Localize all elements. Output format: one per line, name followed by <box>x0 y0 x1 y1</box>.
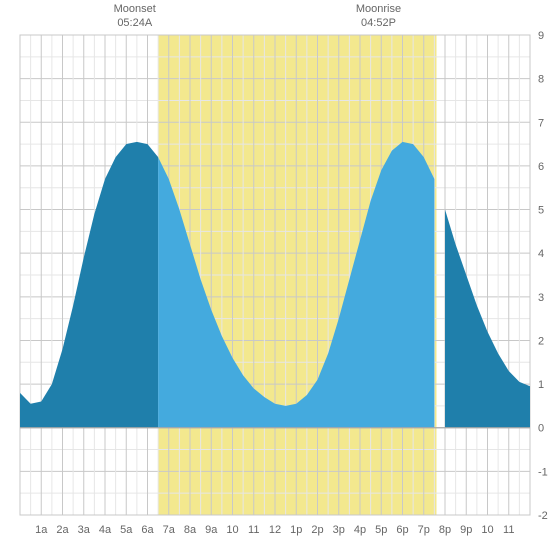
y-tick-label: 8 <box>538 74 544 86</box>
x-tick-label: 7p <box>418 524 430 536</box>
y-tick-label: 2 <box>538 335 544 347</box>
x-tick-label: 3a <box>78 524 91 536</box>
x-tick-label: 2p <box>311 524 323 536</box>
y-tick-label: -1 <box>538 466 548 478</box>
y-tick-label: 0 <box>538 423 544 435</box>
x-tick-label: 10 <box>481 524 493 536</box>
header-time: 05:24A <box>105 16 165 30</box>
x-tick-label: 8a <box>184 524 197 536</box>
x-tick-label: 8p <box>439 524 451 536</box>
chart-svg: -2-101234567891a2a3a4a5a6a7a8a9a1011121p… <box>0 0 550 550</box>
y-tick-label: 7 <box>538 117 544 129</box>
x-tick-label: 3p <box>333 524 345 536</box>
x-tick-label: 1p <box>290 524 302 536</box>
y-tick-label: 4 <box>538 248 544 260</box>
y-tick-label: 1 <box>538 379 544 391</box>
x-tick-label: 6p <box>396 524 408 536</box>
y-tick-label: 5 <box>538 205 544 217</box>
moonrise-label: Moonrise04:52P <box>348 2 408 31</box>
y-tick-label: 6 <box>538 161 544 173</box>
y-tick-label: 3 <box>538 292 544 304</box>
y-tick-label: 9 <box>538 30 544 42</box>
x-tick-label: 12 <box>269 524 281 536</box>
x-tick-label: 11 <box>503 524 514 536</box>
moonset-label: Moonset05:24A <box>105 2 165 31</box>
x-tick-label: 9a <box>205 524 218 536</box>
tide-chart: -2-101234567891a2a3a4a5a6a7a8a9a1011121p… <box>0 0 550 550</box>
header-time: 04:52P <box>348 16 408 30</box>
x-tick-label: 2a <box>56 524 69 536</box>
x-tick-label: 9p <box>460 524 472 536</box>
x-tick-label: 10 <box>226 524 238 536</box>
header-title: Moonset <box>105 2 165 16</box>
x-tick-label: 5a <box>120 524 133 536</box>
x-tick-label: 11 <box>248 524 259 536</box>
x-tick-label: 4p <box>354 524 366 536</box>
y-tick-label: -2 <box>538 510 548 522</box>
x-tick-label: 7a <box>163 524 176 536</box>
x-tick-label: 5p <box>375 524 387 536</box>
x-tick-label: 1a <box>35 524 48 536</box>
x-tick-label: 4a <box>99 524 112 536</box>
x-tick-label: 6a <box>141 524 154 536</box>
header-title: Moonrise <box>348 2 408 16</box>
